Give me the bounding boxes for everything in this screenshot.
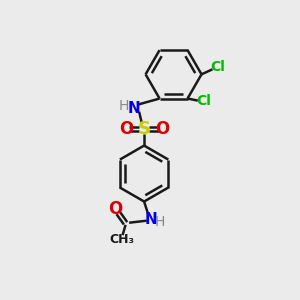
Text: O: O [108,200,122,218]
Text: S: S [138,120,151,138]
Text: O: O [155,120,169,138]
Text: CH₃: CH₃ [110,233,134,246]
Text: N: N [128,101,140,116]
Text: H: H [155,215,165,229]
Text: Cl: Cl [210,60,225,74]
Text: Cl: Cl [196,94,211,109]
Text: N: N [144,212,157,227]
Text: O: O [119,120,133,138]
Text: H: H [118,99,129,113]
